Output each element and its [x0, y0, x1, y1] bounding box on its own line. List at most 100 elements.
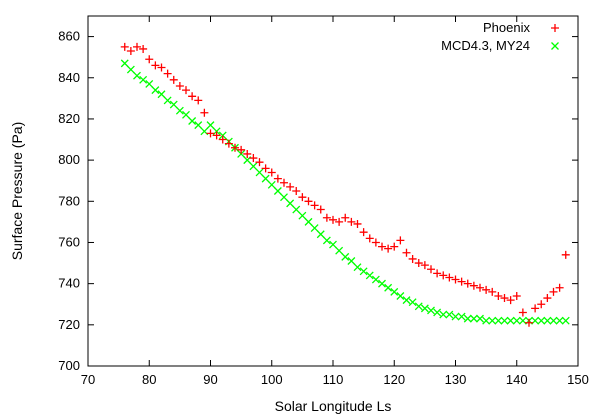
x-tick-label: 140	[506, 372, 528, 387]
data-point-mcd	[463, 314, 472, 323]
data-point-phoenix	[335, 217, 344, 226]
data-point-mcd	[371, 275, 380, 284]
data-point-mcd	[335, 246, 344, 255]
legend: Phoenix MCD4.3, MY24	[441, 20, 559, 53]
data-point-phoenix	[365, 234, 374, 243]
data-point-phoenix	[341, 213, 350, 222]
data-point-phoenix	[304, 197, 313, 206]
data-point-phoenix	[280, 178, 288, 187]
series-mcd	[120, 59, 570, 325]
data-point-phoenix	[182, 86, 190, 95]
data-point-phoenix	[427, 265, 435, 274]
x-tick-label: 90	[203, 372, 217, 387]
data-point-phoenix	[488, 287, 497, 296]
data-point-mcd	[280, 193, 288, 202]
data-point-mcd	[120, 59, 129, 68]
data-point-mcd	[402, 296, 411, 305]
data-point-mcd	[139, 75, 148, 84]
data-point-mcd	[188, 117, 197, 125]
data-point-phoenix	[451, 275, 460, 284]
data-point-phoenix	[224, 139, 233, 148]
data-point-mcd	[169, 100, 178, 109]
data-point-phoenix	[151, 61, 160, 70]
data-point-phoenix	[494, 292, 503, 300]
data-point-phoenix	[537, 300, 546, 309]
data-point-phoenix	[531, 304, 540, 313]
series-phoenix	[120, 42, 570, 327]
data-point-phoenix	[261, 164, 270, 173]
y-tick-label: 840	[58, 70, 80, 85]
data-point-mcd	[414, 302, 423, 311]
data-point-mcd	[555, 316, 564, 325]
data-point-phoenix	[384, 244, 393, 253]
data-point-phoenix	[561, 250, 570, 259]
data-point-phoenix	[525, 318, 533, 327]
data-point-mcd	[500, 316, 509, 325]
data-point-phoenix	[218, 135, 227, 144]
data-point-phoenix	[292, 187, 301, 195]
data-point-phoenix	[249, 154, 258, 163]
data-point-mcd	[310, 224, 319, 233]
data-point-phoenix	[322, 213, 331, 222]
y-tick-label: 780	[58, 193, 80, 208]
data-point-mcd	[384, 283, 393, 292]
data-point-phoenix	[518, 308, 527, 317]
y-tick-label: 720	[58, 317, 80, 332]
data-point-mcd	[237, 149, 246, 158]
data-point-mcd	[476, 314, 484, 323]
y-tick-label: 700	[58, 358, 80, 373]
x-tick-label: 110	[323, 372, 344, 387]
data-point-mcd	[261, 174, 270, 183]
data-point-mcd	[255, 168, 264, 177]
data-point-phoenix	[390, 242, 399, 251]
data-point-phoenix	[543, 294, 552, 303]
data-point-phoenix	[316, 205, 325, 214]
series-layer	[120, 42, 570, 327]
data-point-phoenix	[200, 108, 209, 117]
data-point-mcd	[292, 205, 301, 214]
data-point-phoenix	[175, 82, 184, 90]
y-tick-label: 820	[58, 111, 80, 126]
data-point-mcd	[341, 252, 350, 261]
data-point-mcd	[408, 298, 417, 307]
data-point-mcd	[218, 131, 227, 140]
data-point-phoenix	[457, 277, 466, 286]
data-point-phoenix	[298, 193, 307, 202]
data-point-phoenix	[267, 168, 276, 177]
data-point-phoenix	[126, 47, 135, 55]
data-point-mcd	[133, 71, 141, 80]
data-point-mcd	[353, 263, 362, 272]
data-point-phoenix	[506, 296, 515, 305]
data-point-mcd	[322, 236, 331, 245]
data-point-mcd	[267, 180, 276, 189]
data-point-phoenix	[255, 158, 264, 167]
data-point-mcd	[157, 90, 166, 99]
data-point-phoenix	[237, 145, 246, 154]
data-point-mcd	[488, 316, 497, 325]
data-point-mcd	[378, 279, 386, 288]
data-point-phoenix	[396, 236, 405, 245]
y-tick-label: 740	[58, 276, 80, 291]
data-point-mcd	[457, 312, 466, 321]
y-tick-label: 800	[58, 152, 80, 167]
data-point-phoenix	[463, 279, 472, 288]
data-point-mcd	[451, 312, 460, 321]
legend-label-mcd: MCD4.3, MY24	[441, 38, 530, 53]
data-point-mcd	[390, 287, 399, 296]
data-point-mcd	[359, 267, 368, 276]
data-point-phoenix	[482, 285, 491, 294]
data-point-phoenix	[359, 228, 368, 237]
data-point-mcd	[347, 257, 356, 265]
data-point-phoenix	[347, 217, 356, 226]
data-point-mcd	[445, 310, 454, 319]
data-point-phoenix	[445, 273, 454, 282]
data-point-mcd	[433, 308, 442, 317]
data-point-phoenix	[188, 92, 197, 101]
data-point-mcd	[549, 316, 558, 325]
data-point-phoenix	[476, 283, 484, 292]
data-point-mcd	[420, 304, 429, 313]
legend-marker-phoenix	[551, 24, 559, 32]
data-point-mcd	[396, 292, 405, 300]
legend-marker-mcd	[551, 42, 559, 50]
